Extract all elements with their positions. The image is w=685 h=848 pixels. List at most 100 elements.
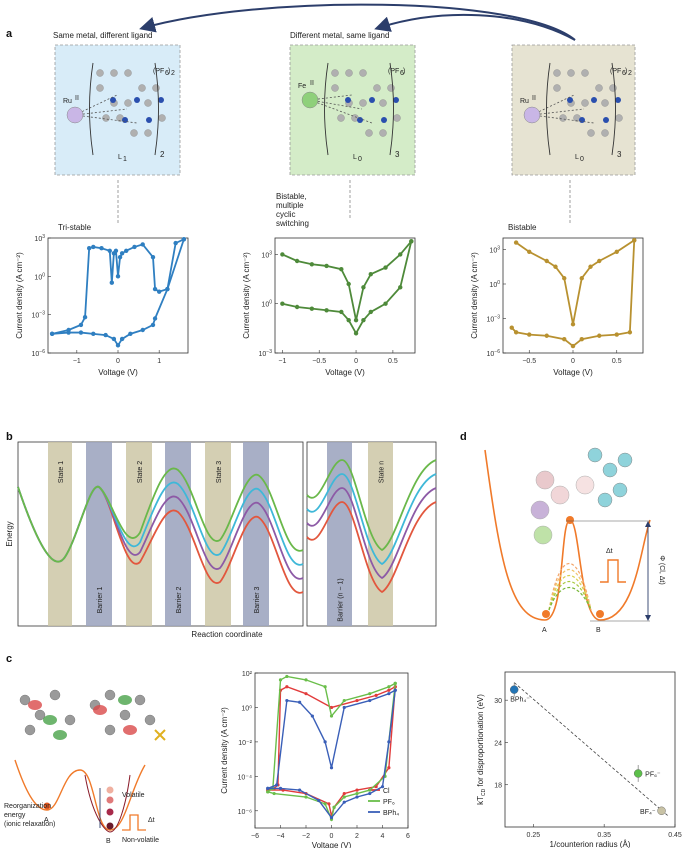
scatter-point [510, 685, 519, 694]
legend-label: BPh₄ [383, 810, 399, 817]
relaxed-well-curve [84, 774, 131, 833]
ligand-atom [96, 69, 104, 77]
ligand-structure [309, 69, 401, 137]
data-point [342, 705, 346, 710]
tick-exponent: 0 [269, 300, 272, 306]
data-point [588, 264, 593, 269]
data-point [156, 289, 162, 294]
orbital-lobe [28, 700, 42, 710]
tick-exponent: 3 [42, 234, 45, 240]
x-tick-label: 6 [406, 833, 410, 840]
data-point [103, 332, 108, 338]
data-point [124, 248, 129, 253]
x-tick-label: 0 [354, 358, 358, 365]
nitrogen-atom [393, 97, 399, 103]
data-point [113, 248, 119, 253]
tick-base: 10 [261, 302, 269, 309]
data-point [398, 285, 403, 290]
data-point [398, 252, 403, 257]
ligand-count: 2 [160, 150, 165, 159]
data-point [509, 325, 514, 330]
ion-sphere-icon [533, 525, 553, 545]
metal-oxidation: II [310, 80, 314, 87]
bracket-left [546, 62, 551, 156]
data-point [387, 685, 391, 689]
y-axis-label: Current density (A cm⁻²) [220, 707, 229, 794]
nitrogen-atom [146, 117, 152, 123]
molecule-atom [19, 694, 31, 706]
x-tick-label: 0.5 [612, 358, 622, 365]
tick-exponent: −3 [494, 315, 500, 321]
x-tick-label: 2 [355, 833, 359, 840]
y-tick-label: 10−6 [487, 349, 501, 358]
nitrogen-atom [381, 117, 387, 123]
data-point [140, 242, 145, 247]
coordination-bond [309, 99, 363, 110]
counterion-label: (PF [153, 68, 164, 75]
data-point [323, 685, 327, 689]
x-tick-label: −1 [73, 358, 81, 365]
state-a-point [43, 802, 51, 810]
data-point [353, 331, 359, 336]
tri-stable-label: Tri-stable [58, 223, 92, 232]
metal-ion-icon [66, 106, 84, 124]
data-point [383, 301, 388, 306]
ligand-atom [559, 114, 567, 122]
data-point [119, 336, 125, 342]
ligand-atom [595, 84, 603, 92]
bistable-line-2: multiple [276, 201, 304, 210]
data-point [387, 688, 391, 692]
data-point [323, 802, 327, 806]
molecule-atom [104, 689, 116, 701]
counterion-label: (PF [610, 68, 621, 75]
counterion-sub: 6 [165, 70, 169, 77]
state-a-point [542, 610, 550, 618]
ligand-structure [531, 69, 623, 137]
data-point [82, 315, 88, 320]
x-tick-label: −1 [278, 358, 286, 365]
y-axis-label: kTCD for disproportionation (eV) [476, 694, 487, 805]
panel-a-label: a [6, 28, 13, 40]
tick-base: 10 [487, 317, 495, 324]
non-volatile-label: Non-volatile [122, 837, 159, 844]
metal-label: Fe [298, 83, 306, 90]
data-point [544, 258, 549, 264]
data-point [285, 698, 289, 703]
data-point [119, 251, 125, 256]
data-point [117, 254, 123, 260]
ligand-atom [373, 84, 381, 92]
data-point [527, 332, 532, 337]
x-tick-label: −0.5 [312, 358, 326, 365]
data-point [597, 258, 602, 264]
series-forward-line [267, 675, 396, 793]
data-point [387, 692, 391, 696]
ligand-atom [359, 69, 367, 77]
point-label: BF₄⁻ [640, 809, 656, 816]
data-point [324, 308, 329, 313]
plot-frame [504, 671, 676, 828]
ligand-atom [379, 129, 387, 137]
data-point [342, 791, 346, 796]
ligand-atom [615, 114, 623, 122]
orbital-lobe [93, 705, 107, 715]
data-point [329, 705, 334, 710]
energy-curve-n [306, 459, 437, 552]
barrier-label: Barrier (n − 1) [338, 578, 345, 621]
energy-curve-n [306, 501, 437, 594]
ligand-atom [553, 69, 561, 77]
data-point [294, 304, 300, 310]
barrier-path [548, 568, 592, 611]
transition-arrow-mid [374, 13, 576, 41]
ligand-atom [96, 84, 104, 92]
y-tick-label: 24 [494, 740, 502, 747]
x-tick-label: 0.45 [668, 832, 682, 839]
data-point [150, 322, 156, 328]
data-point [355, 795, 359, 799]
data-point [570, 343, 576, 349]
orbital-lobe [43, 715, 57, 725]
data-point [374, 693, 378, 697]
data-point [66, 330, 71, 335]
data-point [368, 698, 372, 703]
y-tick-label: 100 [261, 300, 272, 309]
